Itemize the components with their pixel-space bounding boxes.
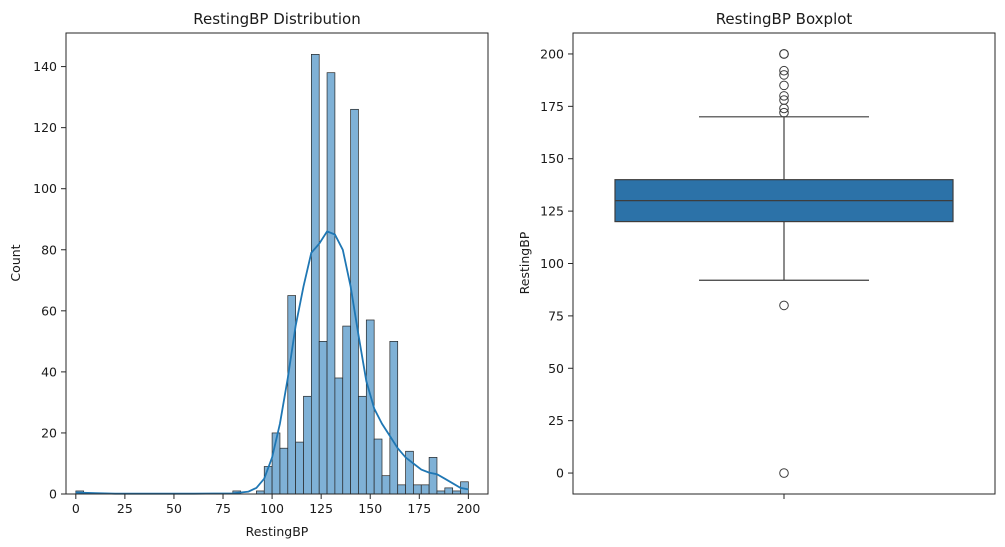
- histogram-bar: [342, 325, 351, 495]
- y-tick-label: 140: [33, 59, 57, 74]
- histogram-bar: [413, 484, 422, 495]
- y-tick-label: 75: [548, 308, 564, 323]
- histogram-frame: [65, 32, 489, 495]
- boxplot-outliers: [779, 49, 789, 478]
- x-tick-label: 200: [456, 501, 480, 516]
- y-tick-label: 120: [33, 120, 57, 135]
- boxplot-panel: RestingBP Boxplot 0 25 50 75 100 125 150 175 200…: [517, 10, 996, 499]
- histogram-bar: [310, 54, 320, 495]
- x-tick-label: 100: [260, 501, 284, 516]
- outlier-point: [779, 70, 789, 80]
- histogram-bar: [303, 395, 312, 495]
- histogram-bar: [373, 438, 383, 495]
- outlier-point: [779, 300, 789, 311]
- outlier-point: [779, 49, 789, 59]
- histogram-bar: [263, 466, 273, 495]
- x-tick-label: 50: [166, 501, 182, 516]
- boxplot-frame: [572, 32, 996, 495]
- y-tick-label: 80: [41, 242, 57, 257]
- x-tick-label: 75: [215, 501, 231, 516]
- histogram-bar: [420, 484, 430, 495]
- y-tick-label: 0: [49, 487, 57, 502]
- outlier-point: [779, 95, 789, 105]
- y-tick-label: 50: [548, 361, 564, 376]
- histogram-bar: [295, 441, 304, 495]
- y-tick-label: 0: [556, 466, 564, 481]
- histogram-bar: [279, 447, 289, 495]
- histogram-x-ticks: 0 25 50 75 100 125 150 175 200: [72, 494, 480, 516]
- histogram-y-ticks: 0 20 40 60 80 100 120 140: [33, 59, 66, 502]
- outlier-point: [779, 80, 789, 91]
- histogram-bar: [334, 377, 344, 495]
- y-tick-label: 200: [540, 46, 564, 61]
- histogram-x-label: RestingBP: [246, 524, 309, 539]
- y-tick-label: 60: [41, 303, 57, 318]
- histogram-bar: [444, 487, 454, 495]
- boxplot-y-label: RestingBP: [517, 231, 532, 294]
- x-tick-label: 0: [72, 501, 80, 516]
- outlier-point: [779, 107, 789, 118]
- histogram-bar: [287, 295, 296, 495]
- histogram-title: RestingBP Distribution: [193, 10, 360, 28]
- kde-curve: [75, 230, 469, 495]
- y-tick-label: 100: [33, 181, 57, 196]
- histogram-y-label: Count: [8, 244, 23, 281]
- histogram-bar: [397, 484, 406, 495]
- histogram-panel: RestingBP Distribution 0 25 50 75 100 125 150 1…: [8, 10, 489, 539]
- histogram-bar: [381, 475, 391, 495]
- x-tick-label: 25: [117, 501, 133, 516]
- histogram-bar: [358, 395, 367, 495]
- y-tick-label: 20: [41, 425, 57, 440]
- x-tick-label: 125: [309, 501, 333, 516]
- y-tick-label: 100: [540, 256, 564, 271]
- y-tick-label: 125: [540, 204, 564, 219]
- x-tick-label: 150: [358, 501, 382, 516]
- boxplot-title: RestingBP Boxplot: [716, 10, 853, 28]
- histogram-bar: [326, 72, 336, 495]
- histogram-bar: [428, 457, 438, 495]
- y-tick-label: 150: [540, 151, 564, 166]
- histogram-bar: [318, 341, 328, 495]
- boxplot-y-ticks: 0 25 50 75 100 125 150 175 200: [540, 46, 573, 481]
- boxplot-box: [614, 116, 954, 281]
- histogram-bar: [350, 108, 359, 495]
- outlier-point: [779, 91, 789, 101]
- y-tick-label: 40: [41, 364, 57, 379]
- outlier-point: [779, 468, 789, 478]
- x-tick-label: 175: [407, 501, 431, 516]
- outlier-point: [779, 65, 789, 76]
- y-tick-label: 25: [548, 413, 564, 428]
- histogram-bars: [75, 54, 469, 495]
- y-tick-label: 175: [540, 99, 564, 114]
- histogram-bar: [389, 341, 399, 495]
